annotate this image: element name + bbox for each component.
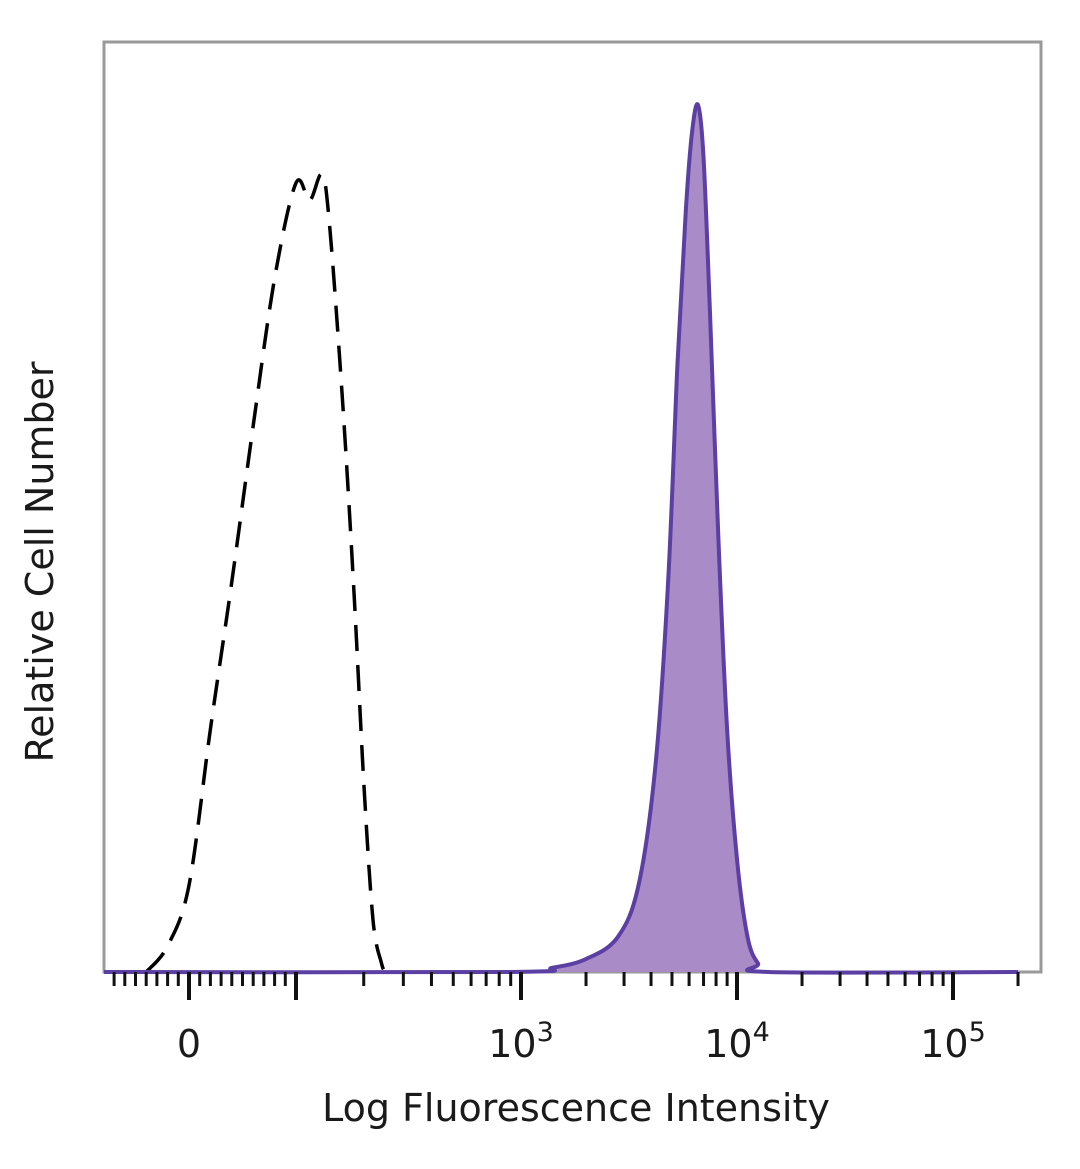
x-tick-label: 104 bbox=[704, 1019, 770, 1066]
x-tick-label-exponent: 5 bbox=[968, 1017, 986, 1048]
x-tick-label-base: 0 bbox=[176, 1022, 202, 1066]
series-1-fill bbox=[104, 104, 1019, 973]
x-tick-label: 105 bbox=[920, 1019, 986, 1066]
control-histogram-line bbox=[144, 172, 388, 974]
x-tick-label-base: 10 bbox=[704, 1022, 753, 1066]
x-tick-label-base: 10 bbox=[488, 1022, 537, 1066]
x-tick-label-exponent: 3 bbox=[536, 1017, 554, 1048]
stained-histogram-line bbox=[103, 102, 1019, 975]
x-axis-label: Log Fluorescence Intensity bbox=[322, 1086, 830, 1130]
x-tick-label: 103 bbox=[488, 1019, 554, 1066]
x-tick-label: 0 bbox=[177, 1022, 201, 1066]
x-tick-label-exponent: 4 bbox=[752, 1017, 770, 1048]
x-tick-label-base: 10 bbox=[920, 1022, 969, 1066]
y-axis-label: Relative Cell Number bbox=[18, 361, 62, 763]
plot-frame bbox=[102, 40, 1043, 974]
